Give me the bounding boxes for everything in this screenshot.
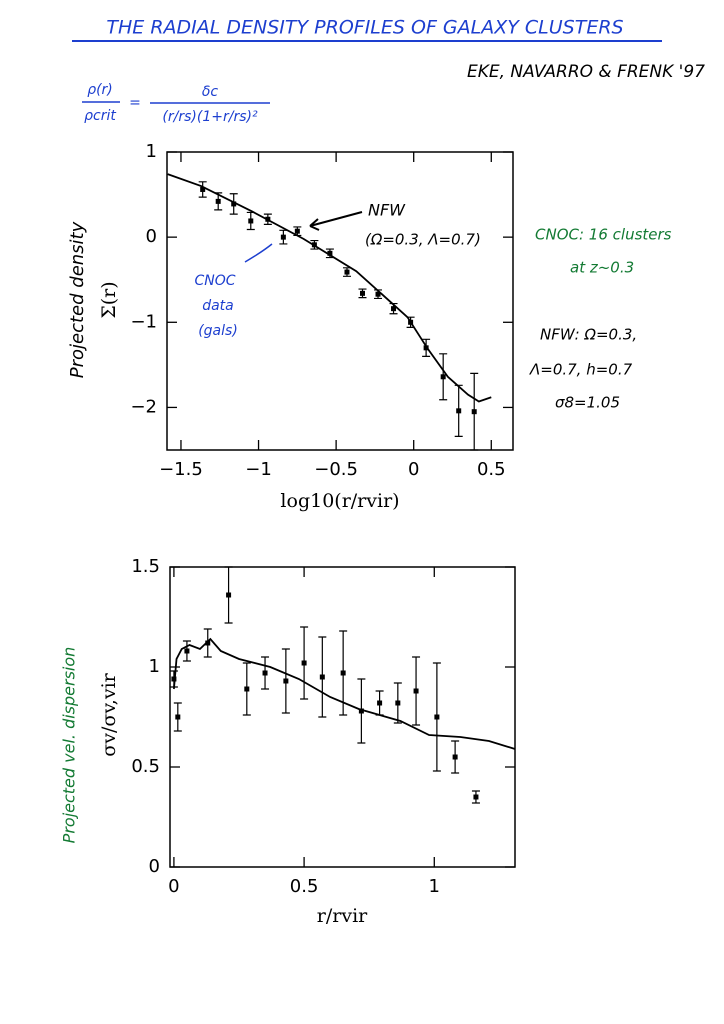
authors: EKE, NAVARRO & FRENK '97 <box>467 62 705 82</box>
data-point <box>205 640 211 646</box>
y-axis-label: Projected density <box>67 221 88 378</box>
formula-text: ρcrit <box>84 108 116 124</box>
data-point <box>413 688 419 694</box>
y-tick-label: 0.5 <box>131 756 160 777</box>
y-axis-label: σv/σv,vir <box>98 672 120 756</box>
x-tick-label: 0.5 <box>290 876 319 897</box>
data-point <box>248 218 254 224</box>
x-tick-label: −1 <box>245 459 272 480</box>
annotation: data <box>202 298 234 314</box>
note: NFW: Ω=0.3, <box>540 326 637 344</box>
data-point <box>231 201 237 207</box>
plot-frame <box>166 151 514 451</box>
data-point <box>319 674 325 680</box>
data-point <box>408 319 414 325</box>
data-point <box>301 660 307 666</box>
x-axis-label: r/rvir <box>317 905 368 927</box>
data-point <box>265 216 271 222</box>
formula-text: = <box>129 95 141 111</box>
data-point <box>471 409 477 415</box>
formula-text: (r/rs)(1+r/rs)² <box>162 109 258 125</box>
data-point <box>359 290 365 296</box>
data-point <box>375 291 381 297</box>
annotation: NFW <box>368 201 406 220</box>
model-line <box>173 637 516 750</box>
data-point <box>226 592 232 598</box>
y-tick-label: 1.5 <box>131 556 160 577</box>
data-point <box>280 234 286 240</box>
data-point <box>456 408 462 414</box>
data-point <box>215 198 221 204</box>
x-axis-label: log10(r/rvir) <box>280 490 399 512</box>
data-point <box>377 700 383 706</box>
x-tick-label: 0 <box>408 459 419 480</box>
data-point <box>327 250 333 256</box>
y-tick-label: 1 <box>146 141 157 162</box>
page-title: THE RADIAL DENSITY PROFILES OF GALAXY CL… <box>106 17 623 39</box>
data-point <box>171 676 177 682</box>
formula-text: δc <box>202 84 219 100</box>
data-point <box>473 794 479 800</box>
y-tick-label: 0 <box>149 856 160 877</box>
arrow <box>244 243 273 263</box>
y-tick-label: 0 <box>146 226 157 247</box>
formula: ρ(r) ρcrit = δc (r/rs)(1+r/rs)² <box>82 82 270 125</box>
x-tick-label: 0 <box>168 876 179 897</box>
note: at z~0.3 <box>570 259 634 277</box>
plot-frame <box>169 566 516 868</box>
data-point <box>200 186 206 192</box>
data-point <box>283 678 289 684</box>
note: Λ=0.7, h=0.7 <box>529 361 633 379</box>
data-point <box>452 754 458 760</box>
data-point <box>294 228 300 234</box>
annotation: CNOC <box>194 273 235 289</box>
data-point <box>391 306 397 312</box>
annotation: (gals) <box>198 323 238 339</box>
data-point <box>175 714 181 720</box>
x-tick-label: −1.5 <box>159 459 203 480</box>
arrow <box>309 211 363 231</box>
x-tick-label: 1 <box>429 876 440 897</box>
y-axis-label: Σ(r) <box>98 281 120 318</box>
annotation: (Ω=0.3, Λ=0.7) <box>365 231 481 249</box>
note: σ8=1.05 <box>555 394 620 412</box>
data-point <box>340 670 346 676</box>
y-tick-label: −2 <box>130 396 157 417</box>
data-point <box>440 374 446 380</box>
data-point <box>262 670 268 676</box>
note: CNOC: 16 clusters <box>535 226 672 244</box>
data-point <box>395 700 401 706</box>
data-point <box>358 708 364 714</box>
data-point <box>423 345 429 351</box>
y-tick-label: −1 <box>130 311 157 332</box>
x-tick-label: 0.5 <box>477 459 506 480</box>
formula-text: ρ(r) <box>87 82 113 98</box>
data-point <box>244 686 250 692</box>
x-tick-label: −0.5 <box>314 459 358 480</box>
y-tick-label: 1 <box>149 656 160 677</box>
data-point <box>184 648 190 654</box>
data-point <box>311 242 317 248</box>
data-point <box>344 269 350 275</box>
data-point <box>434 714 440 720</box>
y-axis-label: Projected vel. dispersion <box>60 647 79 844</box>
